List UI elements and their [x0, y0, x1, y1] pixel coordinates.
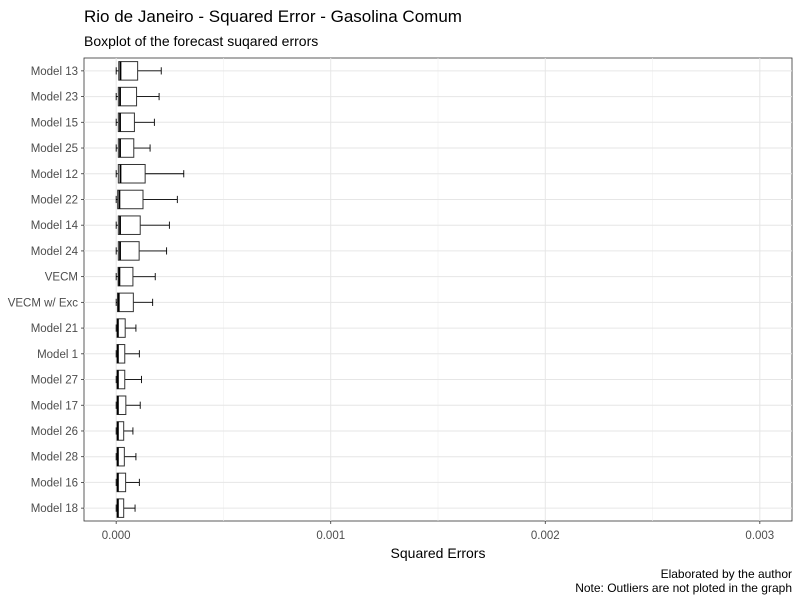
x-tick-label: 0.003: [745, 530, 774, 542]
box-series: [115, 61, 185, 518]
y-tick-label: Model 26: [31, 426, 78, 438]
y-tick-label: Model 21: [31, 323, 78, 335]
y-tick-label: Model 12: [31, 169, 78, 181]
y-axis-tick-labels: Model 13 Model 23 Model 15 Model 25 Model 12…: [8, 66, 84, 515]
x-axis-tick-labels: 0.000 0.001 0.002 0.003: [102, 521, 774, 542]
y-tick-label: Model 18: [31, 503, 78, 515]
box-iqr: [117, 112, 135, 133]
y-tick-label: Model 15: [31, 117, 78, 129]
caption-line-1: Elaborated by the author: [661, 567, 792, 581]
box-8: [115, 266, 156, 287]
box-14: [115, 421, 134, 441]
x-axis-label: Squared Errors: [391, 545, 486, 561]
box-iqr: [117, 86, 138, 107]
box-4: [115, 163, 185, 184]
x-tick-label: 0.001: [316, 530, 345, 542]
y-tick-label: Model 23: [31, 92, 78, 104]
y-tick-label: VECM: [45, 272, 78, 284]
box-5: [115, 189, 178, 210]
y-tick-label: Model 1: [37, 349, 78, 361]
box-iqr: [118, 61, 139, 81]
box-2: [115, 112, 155, 133]
box-15: [115, 446, 137, 467]
y-tick-label: Model 28: [31, 452, 78, 464]
box-11: [115, 344, 140, 364]
y-tick-label: VECM w/ Exc: [8, 297, 79, 309]
box-10: [115, 318, 137, 338]
box-12: [115, 369, 142, 390]
x-tick-label: 0.000: [102, 530, 131, 542]
chart-title: Rio de Janeiro - Squared Error - Gasolin…: [84, 7, 462, 26]
x-tick-label: 0.002: [531, 530, 560, 542]
box-0: [115, 61, 162, 81]
box-iqr: [117, 215, 141, 235]
box-7: [115, 241, 168, 261]
y-tick-label: Model 13: [31, 66, 78, 78]
y-tick-label: Model 14: [31, 220, 79, 232]
y-tick-label: Model 24: [31, 246, 79, 258]
box-iqr: [117, 241, 140, 261]
box-17: [115, 498, 136, 518]
caption-line-2: Note: Outliers are not ploted in the gra…: [575, 581, 792, 595]
y-tick-label: Model 16: [31, 477, 78, 489]
box-iqr: [117, 163, 146, 184]
box-iqr: [117, 266, 134, 287]
box-1: [115, 86, 160, 107]
chart-subtitle: Boxplot of the forecast suqared errors: [84, 33, 318, 49]
y-tick-label: Model 22: [31, 194, 78, 206]
box-16: [115, 472, 140, 493]
box-iqr: [117, 138, 135, 158]
box-6: [115, 215, 170, 235]
box-iqr: [116, 292, 134, 313]
y-tick-label: Model 25: [31, 143, 78, 155]
y-tick-label: Model 17: [31, 400, 78, 412]
y-tick-label: Model 27: [31, 375, 78, 387]
box-9: [115, 292, 154, 313]
box-3: [115, 138, 151, 158]
box-iqr: [117, 189, 144, 210]
box-13: [115, 395, 141, 416]
grid-lines: [84, 58, 792, 521]
